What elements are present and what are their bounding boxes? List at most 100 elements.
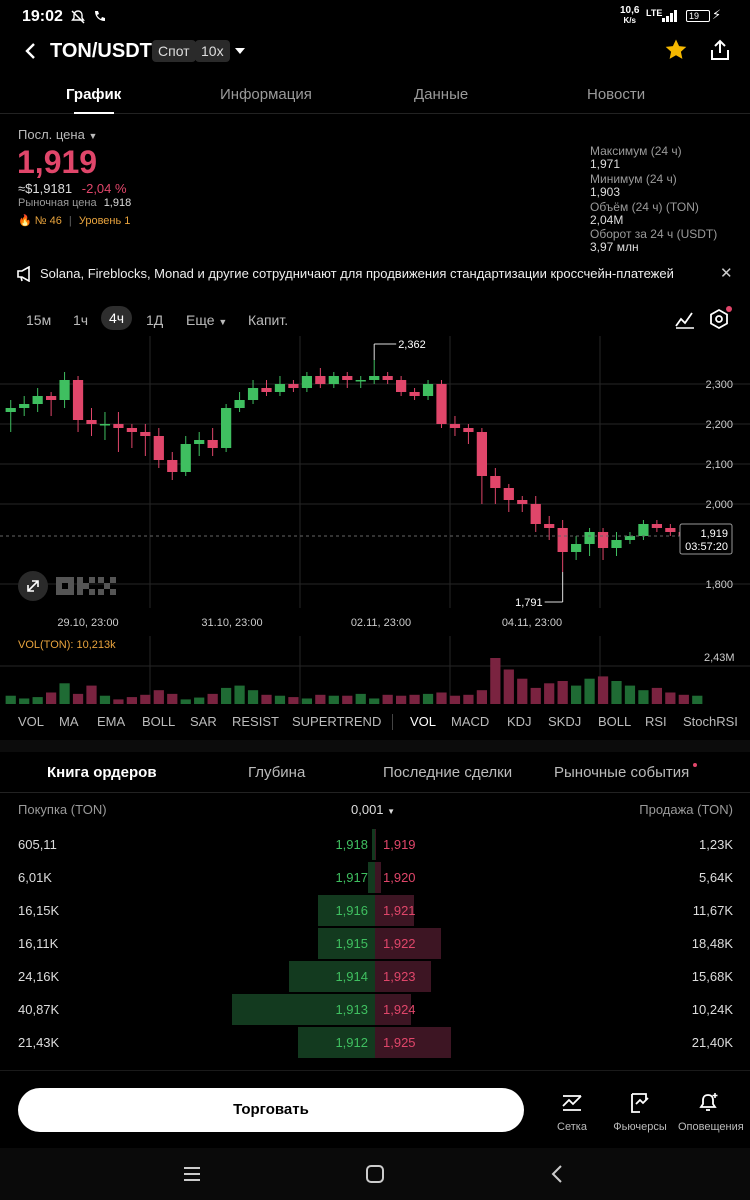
ask-price: 1,925 (383, 1035, 416, 1050)
sub-ind-stochrsi[interactable]: StochRSI (683, 714, 738, 729)
tab-orderbook[interactable]: Книга ордеров (47, 764, 157, 781)
main-ind-resist[interactable]: RESIST (232, 714, 279, 729)
candlestick-chart[interactable]: 2,300 2,200 2,100 2,000 1,800 29.10, 23:00 31.… (0, 336, 750, 636)
y-tick-label: 1,800 (705, 579, 733, 591)
ask-depth-bar (375, 928, 441, 959)
net-speed-unit: K/s (623, 16, 636, 25)
favorite-star-icon[interactable] (664, 38, 688, 62)
close-news-icon[interactable]: ✕ (720, 265, 733, 282)
candle-body (46, 396, 57, 400)
grid-bot-button[interactable]: Сетка (542, 1092, 602, 1133)
interval-15m[interactable]: 15м (26, 312, 52, 328)
sub-ind-skdj[interactable]: SKDJ (548, 714, 582, 729)
interval-more-label: Еще (186, 312, 215, 328)
futures-button[interactable]: Фьючерсы (610, 1092, 670, 1133)
alerts-button[interactable]: Оповещения (678, 1092, 744, 1133)
orderbook-row[interactable]: 40,87K 1,913 1,924 10,24K (0, 993, 750, 1026)
ask-depth-bar (375, 994, 412, 1025)
main-ind-ema[interactable]: EMA (97, 714, 126, 729)
main-ind-vol[interactable]: VOL (18, 714, 45, 729)
stat-low-value: 1,903 (590, 185, 621, 199)
orderbook-row[interactable]: 21,43K 1,912 1,925 21,40K (0, 1026, 750, 1059)
volume-bar (624, 685, 636, 704)
orderbook-row[interactable]: 605,11 1,918 1,919 1,23K (0, 828, 750, 861)
sub-ind-kdj[interactable]: KDJ (507, 714, 532, 729)
main-ind-sar[interactable]: SAR (190, 714, 217, 729)
tab-chart[interactable]: График (66, 86, 122, 103)
active-tab-indicator (74, 112, 114, 114)
indicator-settings-icon[interactable] (674, 309, 696, 329)
interval-more[interactable]: Еще ▼ (186, 312, 227, 328)
share-icon[interactable] (708, 38, 732, 62)
stat-high-value: 1,971 (590, 157, 621, 171)
tab-info[interactable]: Информация (220, 86, 312, 103)
news-ticker[interactable]: Solana, Fireblocks, Monad и другие сотру… (0, 258, 750, 290)
home-icon[interactable] (365, 1164, 385, 1184)
candle-body (32, 396, 43, 404)
candle-body (113, 424, 124, 428)
main-ind-supertrend[interactable]: SUPERTREND (292, 714, 382, 729)
volume-bar (72, 693, 84, 704)
precision-selector[interactable]: 0,001 ▼ (351, 802, 395, 817)
orderbook-row[interactable]: 6,01K 1,917 1,920 5,64K (0, 861, 750, 894)
stat-volume-value: 2,04M (590, 213, 624, 227)
stat-turnover-label: Оборот за 24 ч (USDT) (590, 227, 718, 241)
sub-ind-rsi[interactable]: RSI (645, 714, 667, 729)
rank-value: № 46 (34, 215, 62, 227)
fire-icon: 🔥 (18, 215, 32, 227)
candle-countdown: 03:57:20 (685, 541, 728, 553)
sub-ind-macd[interactable]: MACD (451, 714, 490, 729)
bid-quantity: 605,11 (18, 837, 57, 852)
main-ind-ma[interactable]: MA (59, 714, 79, 729)
y-tick-label: 2,300 (705, 379, 733, 391)
pair-dropdown-icon[interactable] (234, 46, 246, 56)
volume-bar (288, 697, 299, 704)
volume-bar (449, 695, 461, 704)
futures-label: Фьючерсы (613, 1121, 667, 1133)
precision-value: 0,001 (351, 802, 384, 817)
volume-bar (19, 698, 30, 704)
alerts-label: Оповещения (678, 1121, 744, 1133)
back-arrow-icon[interactable] (22, 42, 40, 60)
level-value[interactable]: Уровень 1 (78, 215, 131, 227)
interval-4h[interactable]: 4ч (101, 306, 133, 330)
current-price-value: 1,919 (700, 528, 728, 540)
tab-recent-trades[interactable]: Последние сделки (383, 764, 513, 781)
settings-notification-dot (726, 306, 732, 312)
candle-body (99, 424, 111, 426)
net-speed: 10,6 (620, 5, 640, 16)
tab-data[interactable]: Данные (414, 86, 469, 103)
last-price-selector[interactable]: Посл. цена ▼ (18, 127, 97, 142)
orderbook-row[interactable]: 16,11K 1,915 1,922 18,48K (0, 927, 750, 960)
indicator-divider (392, 714, 393, 730)
okx-watermark-logo (56, 577, 116, 595)
fullscreen-button[interactable] (18, 571, 48, 601)
interval-1d[interactable]: 1Д (146, 312, 164, 328)
tab-depth[interactable]: Глубина (248, 764, 306, 781)
candle-body (611, 540, 622, 548)
section-divider (0, 740, 750, 752)
orderbook-row[interactable]: 24,16K 1,914 1,923 15,68K (0, 960, 750, 993)
chart-settings-icon[interactable] (708, 308, 730, 330)
orderbook-row[interactable]: 16,15K 1,916 1,921 11,67K (0, 894, 750, 927)
volume-bar (611, 681, 622, 704)
tab-news[interactable]: Новости (587, 86, 646, 103)
trade-button[interactable]: Торговать (18, 1088, 524, 1132)
interval-capitalization[interactable]: Капит. (248, 312, 289, 328)
candle-body (638, 524, 649, 536)
interval-1h[interactable]: 1ч (73, 312, 89, 328)
recent-apps-icon[interactable] (182, 1166, 202, 1182)
news-text[interactable]: Solana, Fireblocks, Monad и другие сотру… (40, 266, 674, 281)
tab-market-events[interactable]: Рыночные события (554, 764, 690, 781)
x-tick-label: 29.10, 23:00 (57, 617, 118, 629)
ask-quantity: 11,67K (692, 903, 733, 918)
candle-body (261, 388, 272, 392)
system-back-icon[interactable] (550, 1164, 564, 1184)
bid-depth-bar (289, 961, 375, 992)
pair-title[interactable]: TON/USDT (50, 40, 152, 62)
candle-body (355, 380, 366, 382)
main-ind-boll[interactable]: BOLL (142, 714, 176, 729)
sub-ind-vol[interactable]: VOL (410, 714, 437, 729)
sub-ind-boll[interactable]: BOLL (598, 714, 632, 729)
bid-depth-bar (297, 1027, 375, 1058)
